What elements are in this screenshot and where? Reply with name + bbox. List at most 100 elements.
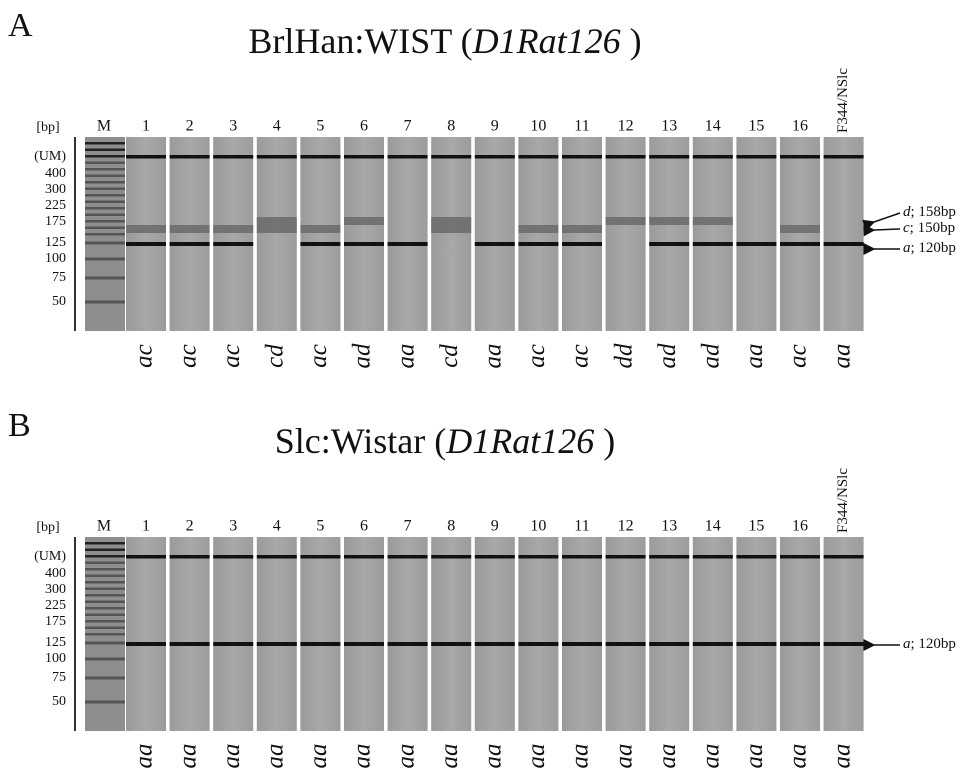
lane-label: 1	[142, 118, 150, 135]
ladder-stripe	[85, 168, 125, 171]
ladder-label: 75	[52, 670, 66, 685]
lane-label: 4	[273, 118, 281, 135]
ladder-band	[85, 677, 125, 680]
marker-label: M	[97, 518, 111, 535]
um-band	[736, 555, 776, 559]
ladder-stripe	[85, 549, 125, 552]
band	[344, 217, 384, 225]
band	[562, 225, 602, 233]
ladder-label: 100	[45, 651, 66, 666]
um-band	[388, 555, 428, 559]
lane-label: 11	[574, 518, 589, 535]
lane	[824, 137, 864, 331]
band	[736, 642, 776, 646]
genotype: ac	[174, 344, 201, 368]
um-band	[431, 555, 471, 559]
lane-label: 4	[273, 518, 281, 535]
lane	[606, 537, 646, 731]
allele: a	[903, 240, 911, 256]
genotype: ad	[349, 343, 376, 369]
ladder-label: 300	[45, 582, 66, 597]
band	[213, 642, 253, 646]
um-band	[824, 555, 864, 559]
um-band	[344, 555, 384, 559]
lane	[170, 537, 210, 731]
ladder-stripe	[85, 633, 125, 636]
um-band	[518, 555, 558, 559]
band	[257, 225, 297, 233]
ladder-stripe	[85, 175, 125, 178]
band	[431, 225, 471, 233]
genotype: aa	[218, 744, 245, 769]
um-band	[649, 155, 689, 159]
um-band	[780, 155, 820, 159]
title-close: )	[594, 421, 615, 461]
lane	[431, 137, 471, 331]
lane	[736, 137, 776, 331]
genotype: ac	[785, 344, 812, 368]
bp-label: [bp]	[36, 520, 59, 535]
ladder-label: (UM)	[34, 549, 66, 564]
band	[126, 225, 166, 233]
ladder-stripe	[85, 155, 125, 158]
genotype: aa	[741, 344, 768, 369]
band	[562, 242, 602, 246]
genotype: cd	[262, 344, 289, 368]
um-band	[780, 555, 820, 559]
ladder-stripe	[85, 188, 125, 191]
lane-label: 11	[574, 118, 589, 135]
um-band	[736, 155, 776, 159]
lane-label: 10	[530, 118, 546, 135]
lane-label: 8	[447, 118, 455, 135]
title-text: BrlHan:WIST (	[248, 21, 472, 61]
um-band	[606, 555, 646, 559]
um-band	[606, 155, 646, 159]
um-band	[475, 155, 515, 159]
genotype: aa	[698, 744, 725, 769]
lane-label: 6	[360, 118, 368, 135]
um-band	[475, 555, 515, 559]
ladder-label: 125	[45, 235, 66, 250]
band	[562, 642, 602, 646]
lane-label: 15	[748, 118, 764, 135]
annotation: d; 158bp	[903, 204, 956, 220]
lane-label: 16	[792, 518, 808, 535]
genotype: aa	[174, 744, 201, 769]
ladder-stripe	[85, 594, 125, 597]
gene-name: D1Rat126	[472, 21, 621, 61]
allele: a	[903, 636, 911, 652]
ladder-stripe	[85, 207, 125, 210]
ladder-label: (UM)	[34, 149, 66, 164]
genotype: ac	[523, 344, 550, 368]
genotype: aa	[610, 744, 637, 769]
lane	[649, 137, 689, 331]
ladder-band	[85, 658, 125, 661]
ladder-stripe	[85, 555, 125, 558]
um-band	[693, 155, 733, 159]
ladder-stripe	[85, 607, 125, 610]
ladder-band	[85, 701, 125, 704]
band	[388, 642, 428, 646]
lane	[213, 137, 253, 331]
lane-label: 7	[404, 118, 412, 135]
ladder-stripe	[85, 149, 125, 152]
gene-name: D1Rat126	[445, 421, 594, 461]
ladder-stripe	[85, 568, 125, 571]
ladder-label: 400	[45, 566, 66, 581]
band	[257, 642, 297, 646]
ladder-stripe	[85, 227, 125, 230]
lane-label: F344/NSlc	[835, 468, 851, 533]
ladder-stripe	[85, 562, 125, 565]
lane	[388, 137, 428, 331]
genotype: aa	[785, 744, 812, 769]
panel-letter: A	[8, 7, 33, 44]
panel: ABrlHan:WIST (D1Rat126 )[bp]M(UM)4003002…	[8, 7, 956, 369]
panel: BSlc:Wistar (D1Rat126 )[bp]M(UM)40030022…	[8, 407, 956, 769]
figure: ABrlHan:WIST (D1Rat126 )[bp]M(UM)4003002…	[0, 0, 976, 769]
lane	[257, 537, 297, 731]
um-band	[344, 155, 384, 159]
band	[300, 225, 340, 233]
panel-title: BrlHan:WIST (D1Rat126 )	[248, 21, 641, 61]
title-text: Slc:Wistar (	[275, 421, 447, 461]
band	[126, 642, 166, 646]
